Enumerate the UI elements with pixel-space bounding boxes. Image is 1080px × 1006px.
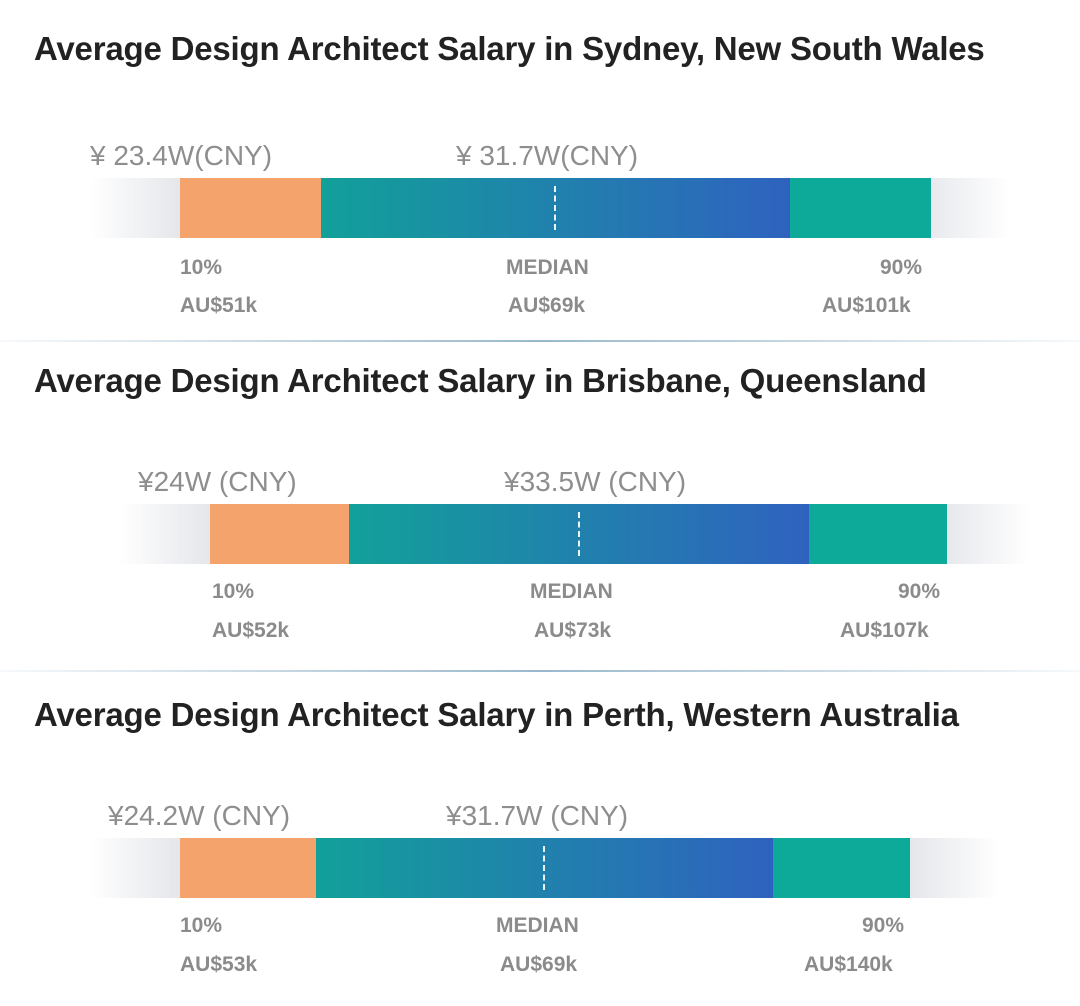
bar-segment-low <box>180 178 321 238</box>
p90-value: AU$107k <box>840 619 929 642</box>
chart-title: Average Design Architect Salary in Brisb… <box>34 362 927 399</box>
median-label: MEDIAN <box>530 580 613 603</box>
p10-label: 10% <box>212 580 255 603</box>
p10-label: 10% <box>180 914 223 937</box>
bar-segment-high <box>773 838 910 898</box>
p90-label: 90% <box>898 580 941 603</box>
p10-value: AU$52k <box>212 619 290 642</box>
p10-label: 10% <box>180 256 223 279</box>
divider <box>0 670 1080 672</box>
cny-10-label: ¥24.2W (CNY) <box>108 800 291 831</box>
salary-bar <box>210 504 947 564</box>
bar-segment-low <box>210 504 349 564</box>
median-marker <box>578 512 580 556</box>
p90-label: 90% <box>862 914 905 937</box>
divider <box>0 340 1080 342</box>
chart-title: Average Design Architect Salary in Perth… <box>34 696 959 733</box>
bar-segment-low <box>180 838 316 898</box>
salary-bar <box>180 838 910 898</box>
median-marker <box>543 846 545 890</box>
cny-10-label: ¥24W (CNY) <box>138 466 297 497</box>
bar-segment-mid <box>321 178 790 238</box>
cny-median-label: ¥31.7W (CNY) <box>446 800 629 831</box>
p90-value: AU$101k <box>822 294 911 317</box>
median-value: AU$73k <box>534 619 612 642</box>
median-label: MEDIAN <box>506 256 589 279</box>
p10-value: AU$51k <box>180 294 258 317</box>
salary-bar <box>180 178 931 238</box>
bar-segment-high <box>790 178 931 238</box>
median-value: AU$69k <box>500 953 578 976</box>
p10-value: AU$53k <box>180 953 258 976</box>
p90-value: AU$140k <box>804 953 893 976</box>
cny-median-label: ¥ 31.7W(CNY) <box>456 140 639 171</box>
chart-title: Average Design Architect Salary in Sydne… <box>34 30 985 67</box>
median-value: AU$69k <box>508 294 586 317</box>
cny-10-label: ¥ 23.4W(CNY) <box>90 140 273 171</box>
bar-segment-mid <box>316 838 773 898</box>
cny-median-label: ¥33.5W (CNY) <box>504 466 687 497</box>
p90-label: 90% <box>880 256 923 279</box>
bar-segment-high <box>809 504 947 564</box>
bar-segment-mid <box>349 504 809 564</box>
median-label: MEDIAN <box>496 914 579 937</box>
median-marker <box>554 186 556 230</box>
